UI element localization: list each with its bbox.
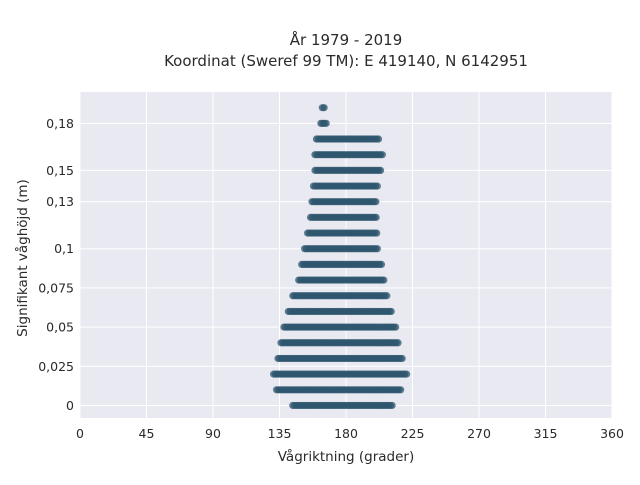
data-point [387, 307, 395, 316]
y-tick-label: 0,075 [38, 280, 74, 295]
x-tick-label: 225 [401, 426, 425, 441]
data-point [394, 339, 402, 347]
data-point [322, 119, 330, 127]
x-tick-label: 135 [268, 426, 292, 441]
data-point [373, 229, 381, 237]
chart-title-line-1: År 1979 - 2019 [290, 30, 403, 49]
y-tick-label: 0,05 [46, 320, 74, 335]
data-point [320, 104, 328, 112]
y-tick-label: 0 [66, 398, 74, 413]
x-tick-label: 90 [205, 426, 221, 441]
y-tick-label: 0,18 [46, 116, 74, 131]
x-tick-label: 315 [534, 426, 558, 441]
data-point [380, 276, 388, 284]
data-point [373, 182, 381, 190]
data-point [402, 370, 411, 378]
data-point [373, 245, 381, 253]
data-point [392, 323, 400, 331]
data-point [398, 354, 406, 363]
y-tick-label: 0,15 [46, 163, 74, 178]
y-tick-label: 0,1 [54, 241, 74, 256]
y-axis-label: Signifikant våghöjd (m) [14, 179, 31, 337]
data-point [372, 198, 380, 206]
y-axis-ticks: 0 0,025 0,05 0,075 0,1 0,13 0,15 0,18 [38, 116, 74, 413]
data-point [377, 260, 386, 268]
x-axis-ticks: 0 45 90 135 180 225 270 315 360 [76, 426, 624, 441]
y-tick-label: 0,13 [46, 194, 74, 209]
x-tick-label: 0 [76, 426, 84, 441]
data-point [378, 151, 386, 159]
y-tick-label: 0,025 [38, 359, 74, 374]
x-tick-label: 45 [139, 426, 155, 441]
x-tick-label: 180 [334, 426, 358, 441]
x-axis-label: Vågriktning (grader) [278, 448, 415, 465]
chart-title-line-2: Koordinat (Sweref 99 TM): E 419140, N 61… [164, 52, 528, 70]
data-point [372, 213, 380, 221]
data-point [388, 401, 396, 410]
x-tick-label: 360 [600, 426, 624, 441]
x-tick-label: 270 [467, 426, 491, 441]
data-point [374, 135, 383, 143]
data-point [376, 166, 385, 174]
data-point [383, 292, 391, 300]
data-points [269, 104, 411, 410]
data-point [397, 386, 405, 394]
